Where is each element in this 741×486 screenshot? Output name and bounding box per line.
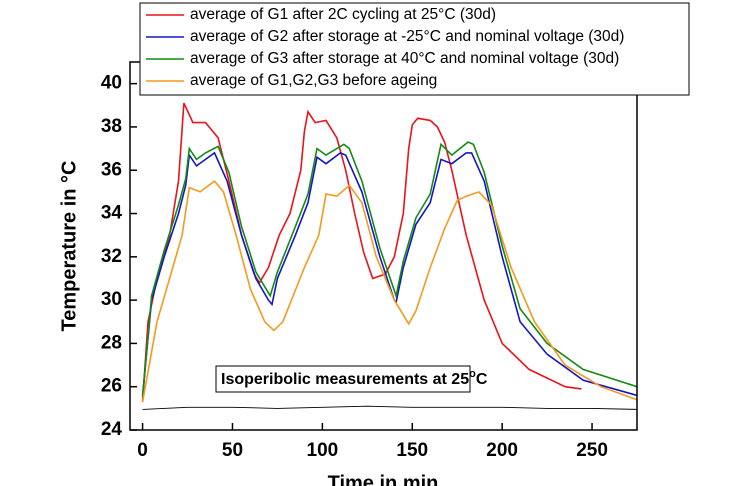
series-line <box>141 102 582 402</box>
legend-label: average of G1,G2,G3 before ageing <box>190 72 437 89</box>
y-tick-label: 38 <box>101 116 122 137</box>
x-tick-label: 200 <box>486 440 518 461</box>
series-line <box>142 405 638 410</box>
plot-area <box>141 102 638 410</box>
legend-label: average of G1 after 2C cycling at 25°C (… <box>190 6 496 23</box>
y-tick-label: 40 <box>101 73 122 94</box>
annotation: Isoperibolic measurements at 25oC <box>221 368 488 388</box>
x-tick-label: 0 <box>137 440 148 461</box>
annotation-suffix: C <box>476 371 488 388</box>
legend-frame <box>139 2 690 96</box>
legend-label: average of G2 after storage at -25°C and… <box>190 28 624 45</box>
annotation-box: Isoperibolic measurements at 25oC <box>215 365 488 393</box>
annotation-text: Isoperibolic measurements at 25 <box>221 371 469 388</box>
y-tick-label: 34 <box>101 203 123 224</box>
legend: average of G1 after 2C cycling at 25°C (… <box>139 2 690 96</box>
y-tick-label: 30 <box>101 289 122 310</box>
x-axis-label: Time in min <box>328 472 439 486</box>
y-tick-label: 28 <box>101 332 122 353</box>
legend-label: average of G3 after storage at 40°C and … <box>190 50 619 67</box>
y-axis-label: Temperature in °C <box>58 161 80 332</box>
series-line <box>141 180 638 403</box>
x-tick-label: 150 <box>396 440 428 461</box>
y-tick-label: 32 <box>101 246 122 267</box>
x-tick-label: 50 <box>222 440 243 461</box>
y-tick-label: 36 <box>101 159 122 180</box>
y-tick-label: 24 <box>101 419 123 440</box>
x-tick-label: 250 <box>576 440 608 461</box>
series-line <box>141 151 638 397</box>
series-line <box>141 141 638 398</box>
annotation-frame <box>215 365 471 393</box>
annotation-superscript: o <box>469 368 476 380</box>
y-tick-label: 26 <box>101 376 122 397</box>
x-tick-label: 100 <box>307 440 339 461</box>
